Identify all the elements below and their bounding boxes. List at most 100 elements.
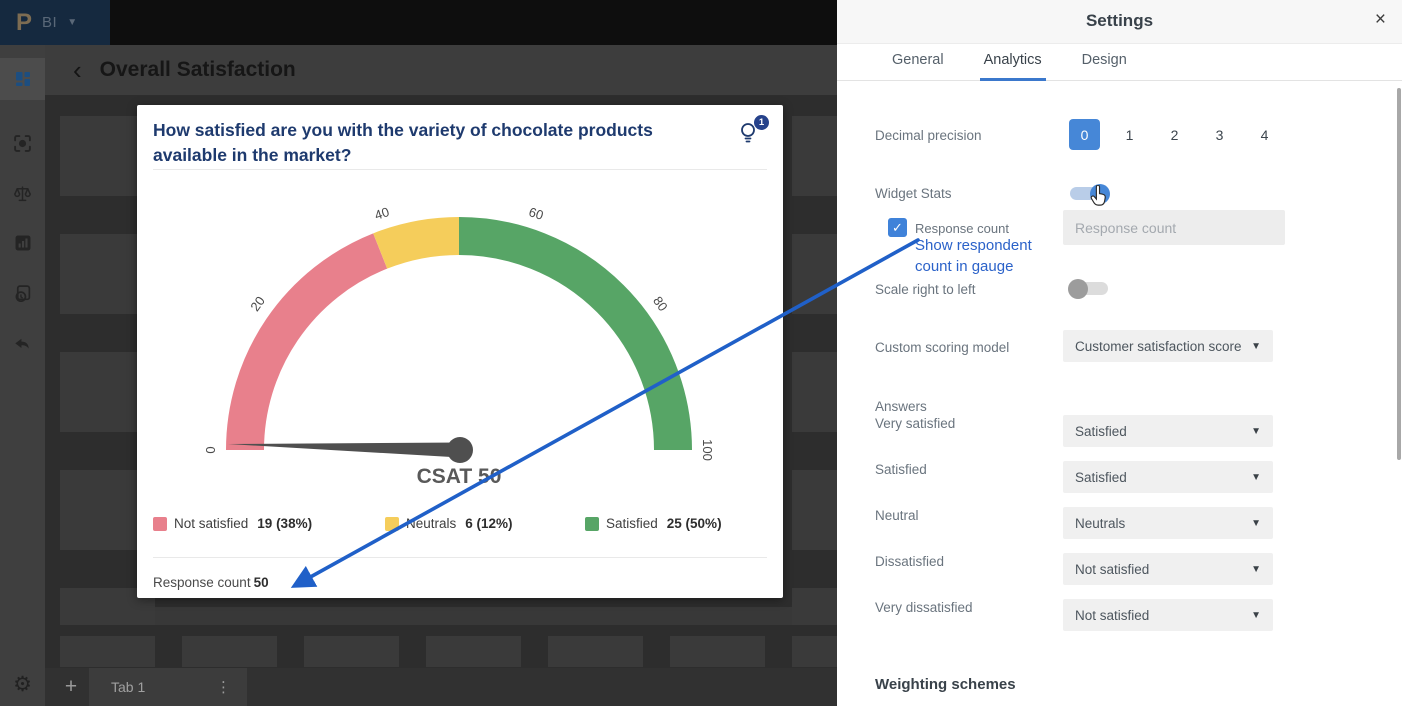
answer-label-satisfied: Satisfied bbox=[875, 462, 927, 477]
legend-item-satisfied[interactable]: Satisfied 25 (50%) bbox=[585, 516, 773, 531]
answer-label-very-satisfied: Very satisfied bbox=[875, 416, 956, 431]
divider bbox=[153, 169, 767, 170]
dropdown-value: Satisfied bbox=[1075, 423, 1127, 439]
tab-design[interactable]: Design bbox=[1081, 52, 1127, 68]
add-tab-button[interactable]: + bbox=[64, 675, 78, 698]
answer-dropdown-very-dissatisfied[interactable]: Not satisfied ▼ bbox=[1063, 599, 1273, 631]
answer-label-neutral: Neutral bbox=[875, 508, 919, 523]
balance-scale-icon bbox=[14, 185, 31, 201]
response-count-checkbox[interactable]: ✓ bbox=[888, 218, 907, 237]
decimal-option-3[interactable]: 3 bbox=[1215, 126, 1224, 143]
chevron-down-icon: ▼ bbox=[1251, 609, 1261, 621]
settings-tabs: General Analytics Design bbox=[837, 48, 1402, 81]
sidebar-item-dashboard[interactable] bbox=[0, 58, 45, 100]
product-label: BI bbox=[42, 14, 58, 31]
toggle-knob bbox=[1068, 278, 1088, 299]
scale-rtl-toggle[interactable] bbox=[1068, 278, 1108, 299]
gauge-segment-not-satisfied bbox=[226, 233, 388, 451]
annotation-text: Show respondent count in gauge bbox=[915, 237, 1032, 275]
answer-dropdown-satisfied[interactable]: Satisfied ▼ bbox=[1063, 461, 1273, 493]
answer-dropdown-very-satisfied[interactable]: Satisfied ▼ bbox=[1063, 415, 1273, 447]
chevron-down-icon[interactable]: ▼ bbox=[67, 17, 78, 28]
gauge-segment-neutrals bbox=[373, 216, 460, 269]
footer-value: 50 bbox=[253, 575, 269, 590]
response-count-label: Response count bbox=[915, 221, 1009, 236]
chevron-down-icon: ▼ bbox=[1251, 471, 1261, 483]
dashboard-icon bbox=[15, 72, 30, 86]
answer-dropdown-dissatisfied[interactable]: Not satisfied ▼ bbox=[1063, 553, 1273, 585]
legend-swatch-not-satisfied bbox=[153, 516, 167, 531]
bar-chart-icon bbox=[15, 235, 30, 251]
dropdown-value: Not satisfied bbox=[1075, 607, 1150, 623]
decimal-precision-label: Decimal precision bbox=[875, 128, 982, 143]
lightbulb-icon bbox=[741, 123, 755, 143]
sidebar-item-undo[interactable] bbox=[0, 322, 45, 364]
tick-20: 20 bbox=[247, 293, 268, 314]
chevron-down-icon: ▼ bbox=[1251, 340, 1261, 352]
document-sync-icon bbox=[15, 284, 31, 302]
chevron-down-icon: ▼ bbox=[1251, 563, 1261, 575]
tab-general[interactable]: General bbox=[892, 52, 944, 68]
tab-analytics[interactable]: Analytics bbox=[979, 48, 1046, 81]
widget-placeholder bbox=[548, 636, 643, 667]
kebab-menu-icon[interactable]: ⋮ bbox=[216, 679, 231, 696]
back-icon[interactable]: ‹ bbox=[73, 55, 82, 85]
dropdown-value: Not satisfied bbox=[1075, 561, 1150, 577]
dropdown-value: Customer satisfaction score bbox=[1075, 338, 1242, 354]
scoring-model-label: Custom scoring model bbox=[875, 340, 1010, 355]
page-header: ‹ Overall Satisfaction bbox=[45, 45, 837, 95]
sidebar-item-capture[interactable] bbox=[0, 122, 45, 164]
widget-title: How satisfied are you with the variety o… bbox=[153, 120, 653, 165]
decimal-option-1[interactable]: 1 bbox=[1125, 126, 1134, 143]
decimal-option-2[interactable]: 2 bbox=[1170, 126, 1179, 143]
widget-placeholder bbox=[792, 470, 837, 550]
dropdown-value: Neutrals bbox=[1075, 515, 1126, 531]
weighting-schemes-heading: Weighting schemes bbox=[875, 676, 1016, 693]
widget-stats-label: Widget Stats bbox=[875, 186, 952, 201]
tab-tab1[interactable]: Tab 1 ⋮ bbox=[89, 668, 247, 706]
scale-rtl-label: Scale right to left bbox=[875, 282, 976, 297]
settings-gear-icon[interactable]: ⚙ bbox=[13, 672, 32, 696]
widget-placeholder bbox=[182, 636, 277, 667]
dropdown-value: Satisfied bbox=[1075, 469, 1127, 485]
sidebar-item-reports[interactable] bbox=[0, 222, 45, 264]
legend-label: Satisfied bbox=[606, 516, 658, 531]
legend-item-neutrals[interactable]: Neutrals 6 (12%) bbox=[385, 516, 585, 531]
widget-placeholder bbox=[792, 116, 837, 196]
legend-value: 6 (12%) bbox=[465, 516, 513, 531]
settings-title: Settings bbox=[1085, 11, 1154, 30]
app-logo[interactable]: P BI ▼ bbox=[0, 0, 110, 45]
response-count-input[interactable] bbox=[1063, 210, 1285, 245]
close-icon[interactable]: × bbox=[1374, 9, 1386, 30]
legend-value: 19 (38%) bbox=[257, 516, 313, 531]
answer-dropdown-neutral[interactable]: Neutrals ▼ bbox=[1063, 507, 1273, 539]
legend-label: Not satisfied bbox=[174, 516, 249, 531]
scrollbar-thumb[interactable] bbox=[1397, 88, 1401, 460]
tab-label: Tab 1 bbox=[111, 679, 146, 695]
page-title: Overall Satisfaction bbox=[99, 58, 296, 81]
divider bbox=[153, 557, 767, 558]
gauge-needle bbox=[228, 442, 460, 458]
logo-p-icon: P bbox=[16, 8, 33, 36]
decimal-option-0[interactable]: 0 bbox=[1069, 119, 1100, 150]
tick-80: 80 bbox=[650, 293, 671, 314]
widget-placeholder bbox=[670, 636, 765, 667]
scoring-model-dropdown[interactable]: Customer satisfaction score ▼ bbox=[1063, 330, 1273, 362]
mouse-cursor-icon bbox=[1090, 184, 1108, 212]
widget-placeholder bbox=[60, 636, 155, 667]
sidebar-item-export[interactable] bbox=[0, 272, 45, 314]
settings-panel: Settings × General Analytics Design Deci… bbox=[837, 0, 1402, 706]
gauge-legend: Not satisfied 19 (38%) Neutrals 6 (12%) … bbox=[153, 516, 773, 531]
widget-placeholder bbox=[792, 636, 837, 667]
legend-value: 25 (50%) bbox=[666, 516, 722, 531]
settings-header: Settings × bbox=[837, 0, 1402, 44]
gauge-value-label: CSAT 50 bbox=[417, 465, 502, 488]
insight-indicator[interactable]: 1 bbox=[739, 115, 769, 147]
legend-item-not-satisfied[interactable]: Not satisfied 19 (38%) bbox=[153, 516, 385, 531]
sidebar-item-scoring[interactable] bbox=[0, 172, 45, 214]
decimal-option-4[interactable]: 4 bbox=[1260, 126, 1269, 143]
gauge-segment-satisfied bbox=[458, 217, 692, 451]
answer-label-very-dissatisfied: Very dissatisfied bbox=[875, 600, 973, 615]
widget-placeholder bbox=[792, 234, 837, 314]
sidebar: ⚙ bbox=[0, 45, 45, 706]
